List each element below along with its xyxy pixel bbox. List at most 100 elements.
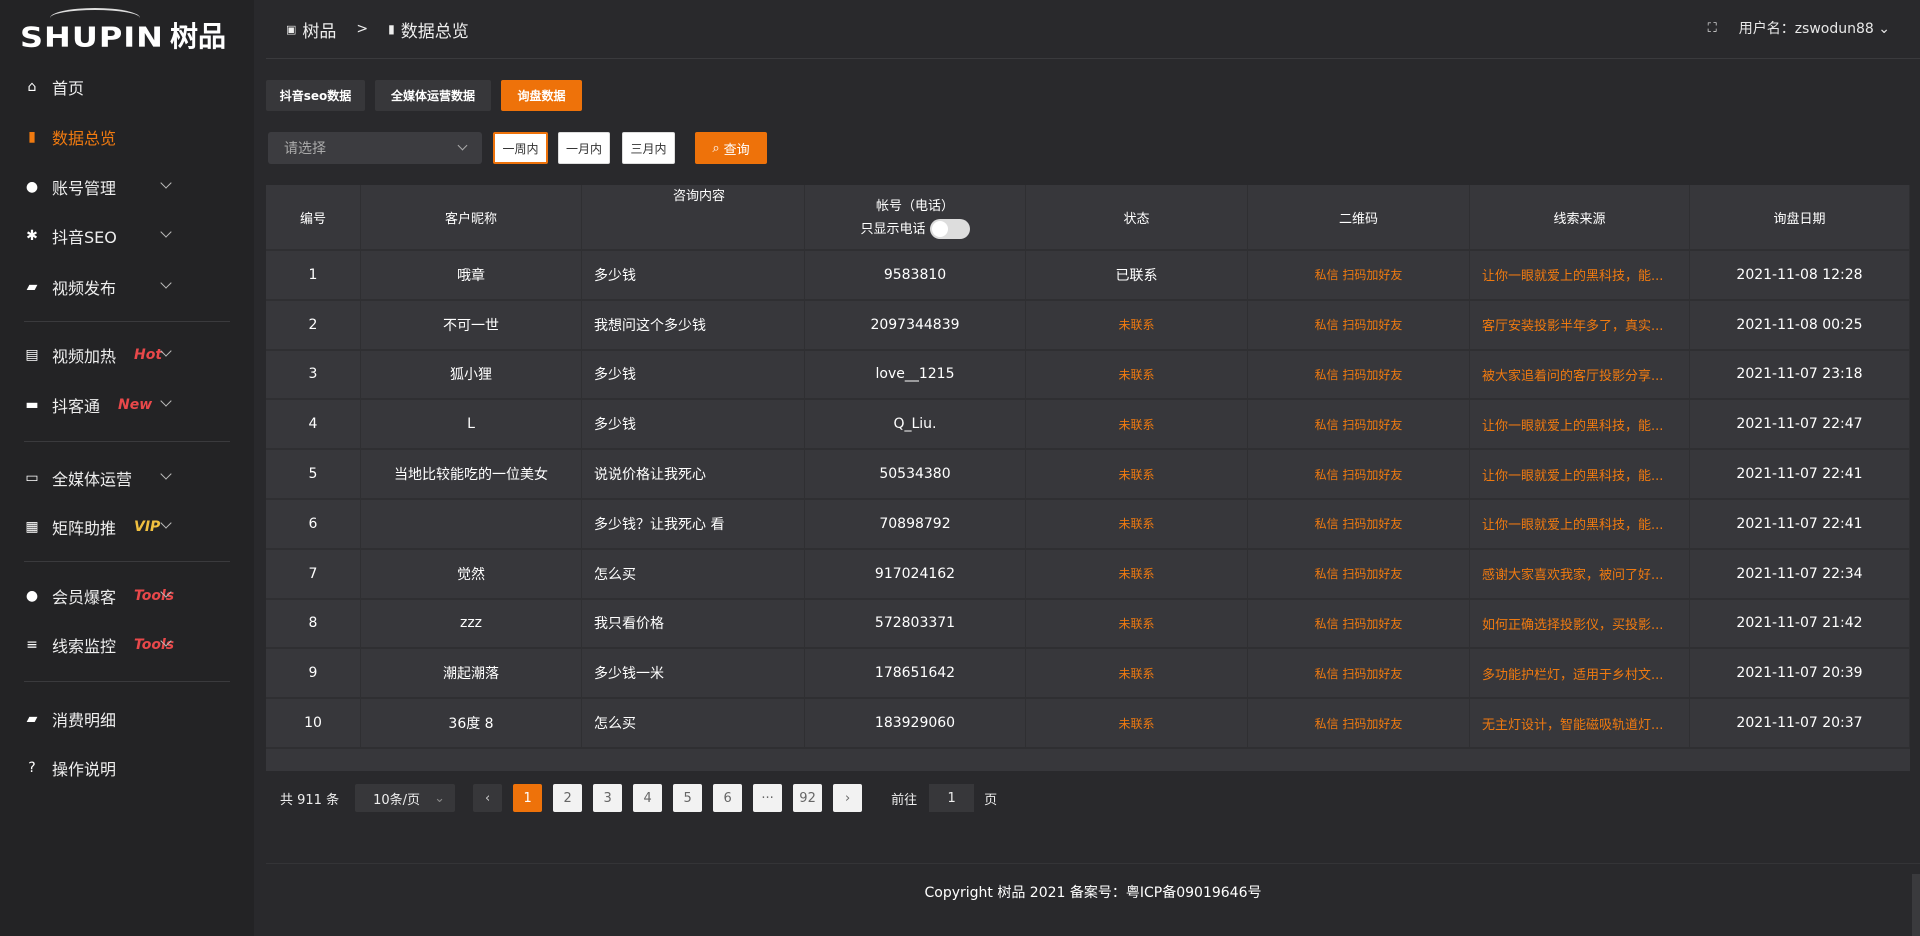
breadcrumb-root[interactable]: 树品 bbox=[302, 21, 337, 42]
sidebar-badge: Tools bbox=[134, 637, 175, 653]
cell-content: 我想问这个多少钱 bbox=[582, 300, 805, 349]
prev-page-button[interactable]: ‹ bbox=[473, 784, 503, 812]
page-size-select[interactable]: 10条/页 ⌄ bbox=[355, 784, 456, 812]
cell-source[interactable]: 被大家追着问的客厅投影分享... bbox=[1470, 350, 1690, 399]
sidebar-item[interactable]: ≡ 线索监控 Tools bbox=[0, 625, 254, 665]
cell-status: 未联系 bbox=[1026, 500, 1248, 548]
cell-qr[interactable]: 私信 扫码加好友 bbox=[1248, 251, 1470, 299]
page-button[interactable]: 92 bbox=[793, 784, 823, 812]
cell-qr[interactable]: 私信 扫码加好友 bbox=[1248, 350, 1470, 399]
goto-page-input[interactable]: 1 bbox=[929, 784, 975, 812]
cell-qr[interactable]: 私信 扫码加好友 bbox=[1248, 549, 1470, 598]
cell-qr[interactable]: 私信 扫码加好友 bbox=[1248, 500, 1470, 548]
sidebar-item[interactable]: ⌂ 首页 bbox=[0, 67, 254, 107]
cell-nick: L bbox=[361, 400, 582, 449]
cell-date: 2021-11-07 20:39 bbox=[1690, 649, 1910, 698]
cell-source[interactable]: 让你一眼就爱上的黑科技，能... bbox=[1470, 251, 1690, 299]
fire-icon: ▤ bbox=[25, 347, 39, 363]
cell-source[interactable]: 无主灯设计，智能磁吸轨道灯... bbox=[1470, 699, 1690, 747]
sidebar-badge: Tools bbox=[134, 588, 175, 604]
cell-content: 说说价格让我死心 bbox=[582, 450, 805, 498]
page-button[interactable]: 5 bbox=[673, 784, 703, 812]
cell-date: 2021-11-07 21:42 bbox=[1690, 599, 1910, 648]
source-select[interactable]: 请选择 bbox=[268, 132, 482, 164]
sidebar-item[interactable]: ✱ 抖音SEO bbox=[0, 216, 254, 256]
cell-qr[interactable]: 私信 扫码加好友 bbox=[1248, 300, 1470, 349]
pagination: 共 911 条 10条/页 ⌄ ‹ 1 2 3 4 5 6 ··· 92 › 前往 1 页 bbox=[280, 784, 997, 812]
sidebar-item[interactable]: ▰ 视频发布 bbox=[0, 267, 254, 307]
range-month-button[interactable]: 一月内 bbox=[558, 132, 610, 164]
select-placeholder: 请选择 bbox=[284, 141, 326, 157]
cell-account: 572803371 bbox=[805, 599, 1026, 648]
range-3month-button[interactable]: 三月内 bbox=[622, 132, 675, 164]
sidebar-item-label: 消费明细 bbox=[52, 711, 117, 730]
page-button[interactable]: 3 bbox=[593, 784, 623, 812]
cell-content: 多少钱 bbox=[582, 251, 805, 299]
logo-text: SHUPIN bbox=[20, 20, 164, 54]
cell-qr[interactable]: 私信 扫码加好友 bbox=[1248, 400, 1470, 449]
phone-only-toggle[interactable] bbox=[929, 219, 970, 240]
sidebar-item[interactable]: ? 操作说明 bbox=[0, 748, 254, 788]
page-button[interactable]: 6 bbox=[713, 784, 743, 812]
sidebar-item[interactable]: ▬ 抖客通 New bbox=[0, 385, 254, 425]
sidebar-item[interactable]: ● 会员爆客 Tools bbox=[0, 576, 254, 616]
cell-qr[interactable]: 私信 扫码加好友 bbox=[1248, 599, 1470, 648]
page-button[interactable]: 4 bbox=[633, 784, 663, 812]
cell-source[interactable]: 感谢大家喜欢我家，被问了好... bbox=[1470, 549, 1690, 598]
tab-inquiry[interactable]: 询盘数据 bbox=[501, 80, 582, 111]
sidebar-item[interactable]: ▤ 视频加热 Hot bbox=[0, 335, 254, 375]
footer-divider bbox=[266, 863, 1920, 864]
cell-qr[interactable]: 私信 扫码加好友 bbox=[1248, 699, 1470, 747]
cell-source[interactable]: 多功能护栏灯，适用于乡村文... bbox=[1470, 649, 1690, 698]
page-button[interactable]: 1 bbox=[513, 784, 543, 812]
logo[interactable]: SHUPIN 树品 bbox=[20, 8, 226, 54]
cell-source[interactable]: 让你一眼就爱上的黑科技，能... bbox=[1470, 450, 1690, 498]
range-week-button[interactable]: 一周内 bbox=[493, 132, 548, 164]
cell-id: 9 bbox=[266, 649, 361, 698]
bar-chart-icon: ▮ bbox=[28, 129, 36, 145]
username: 用户名：zswodun88 bbox=[1738, 21, 1874, 37]
cell-date: 2021-11-07 20:37 bbox=[1690, 699, 1910, 747]
table-row: 10 36度 8 怎么买 183929060 未联系 私信 扫码加好友 无主灯设计，智能磁吸… bbox=[266, 699, 1910, 749]
fullscreen-icon[interactable]: ⛶ bbox=[1707, 20, 1717, 36]
cell-status: 未联系 bbox=[1026, 549, 1248, 598]
cell-content: 多少钱 bbox=[582, 400, 805, 449]
goto-suffix: 页 bbox=[984, 792, 998, 808]
cell-source[interactable]: 让你一眼就爱上的黑科技，能... bbox=[1470, 400, 1690, 449]
sidebar-badge: New bbox=[118, 397, 153, 413]
cell-qr[interactable]: 私信 扫码加好友 bbox=[1248, 649, 1470, 698]
cell-id: 3 bbox=[266, 350, 361, 399]
cell-nick: 不可一世 bbox=[361, 300, 582, 349]
cell-account: Q_Liu. bbox=[805, 400, 1026, 449]
sidebar-item[interactable]: ▦ 矩阵助推 VIP bbox=[0, 507, 254, 547]
chevron-down-icon: ⌄ bbox=[1878, 21, 1890, 37]
sidebar-item[interactable]: ● 账号管理 bbox=[0, 167, 254, 207]
divider bbox=[24, 681, 230, 682]
chevron-down-icon bbox=[160, 395, 172, 407]
cell-account: 2097344839 bbox=[805, 300, 1026, 349]
user-menu[interactable]: 用户名：zswodun88 ⌄ bbox=[1739, 18, 1890, 38]
column-header: 二维码 bbox=[1248, 185, 1470, 249]
query-button[interactable]: ⌕ 查询 bbox=[695, 132, 767, 164]
cell-source[interactable]: 让你一眼就爱上的黑科技，能... bbox=[1470, 500, 1690, 548]
cell-date: 2021-11-07 23:18 bbox=[1690, 350, 1910, 399]
member-icon: ● bbox=[25, 588, 39, 604]
cell-qr[interactable]: 私信 扫码加好友 bbox=[1248, 450, 1470, 498]
page-button[interactable]: ··· bbox=[753, 784, 783, 812]
sidebar-item-label: 首页 bbox=[52, 79, 85, 98]
tab-douyin-seo[interactable]: 抖音seo数据 bbox=[266, 80, 365, 111]
scrollbar[interactable] bbox=[1912, 874, 1920, 936]
sidebar-item[interactable]: ▭ 全媒体运营 bbox=[0, 458, 254, 498]
sidebar-item[interactable]: ▮ 数据总览 bbox=[0, 117, 254, 157]
tab-media-ops[interactable]: 全媒体运营数据 bbox=[375, 80, 491, 111]
inquiry-table: 编号 客户昵称 咨询内容 帐号（电话） 只显示电话 状态 二维码 线索来源 询盘日期 1 哦章 多少钱… bbox=[266, 185, 1910, 771]
sidebar-item[interactable]: ▰ 消费明细 bbox=[0, 699, 254, 739]
sidebar-item-label: 抖客通 bbox=[52, 397, 101, 416]
column-header: 询盘日期 bbox=[1690, 185, 1910, 249]
next-page-button[interactable]: › bbox=[833, 784, 863, 812]
page-button[interactable]: 2 bbox=[553, 784, 583, 812]
column-header: 编号 bbox=[266, 185, 361, 249]
cell-source[interactable]: 客厅安装投影半年多了，真实... bbox=[1470, 300, 1690, 349]
query-label: 查询 bbox=[723, 142, 750, 158]
cell-source[interactable]: 如何正确选择投影仪，买投影... bbox=[1470, 599, 1690, 648]
